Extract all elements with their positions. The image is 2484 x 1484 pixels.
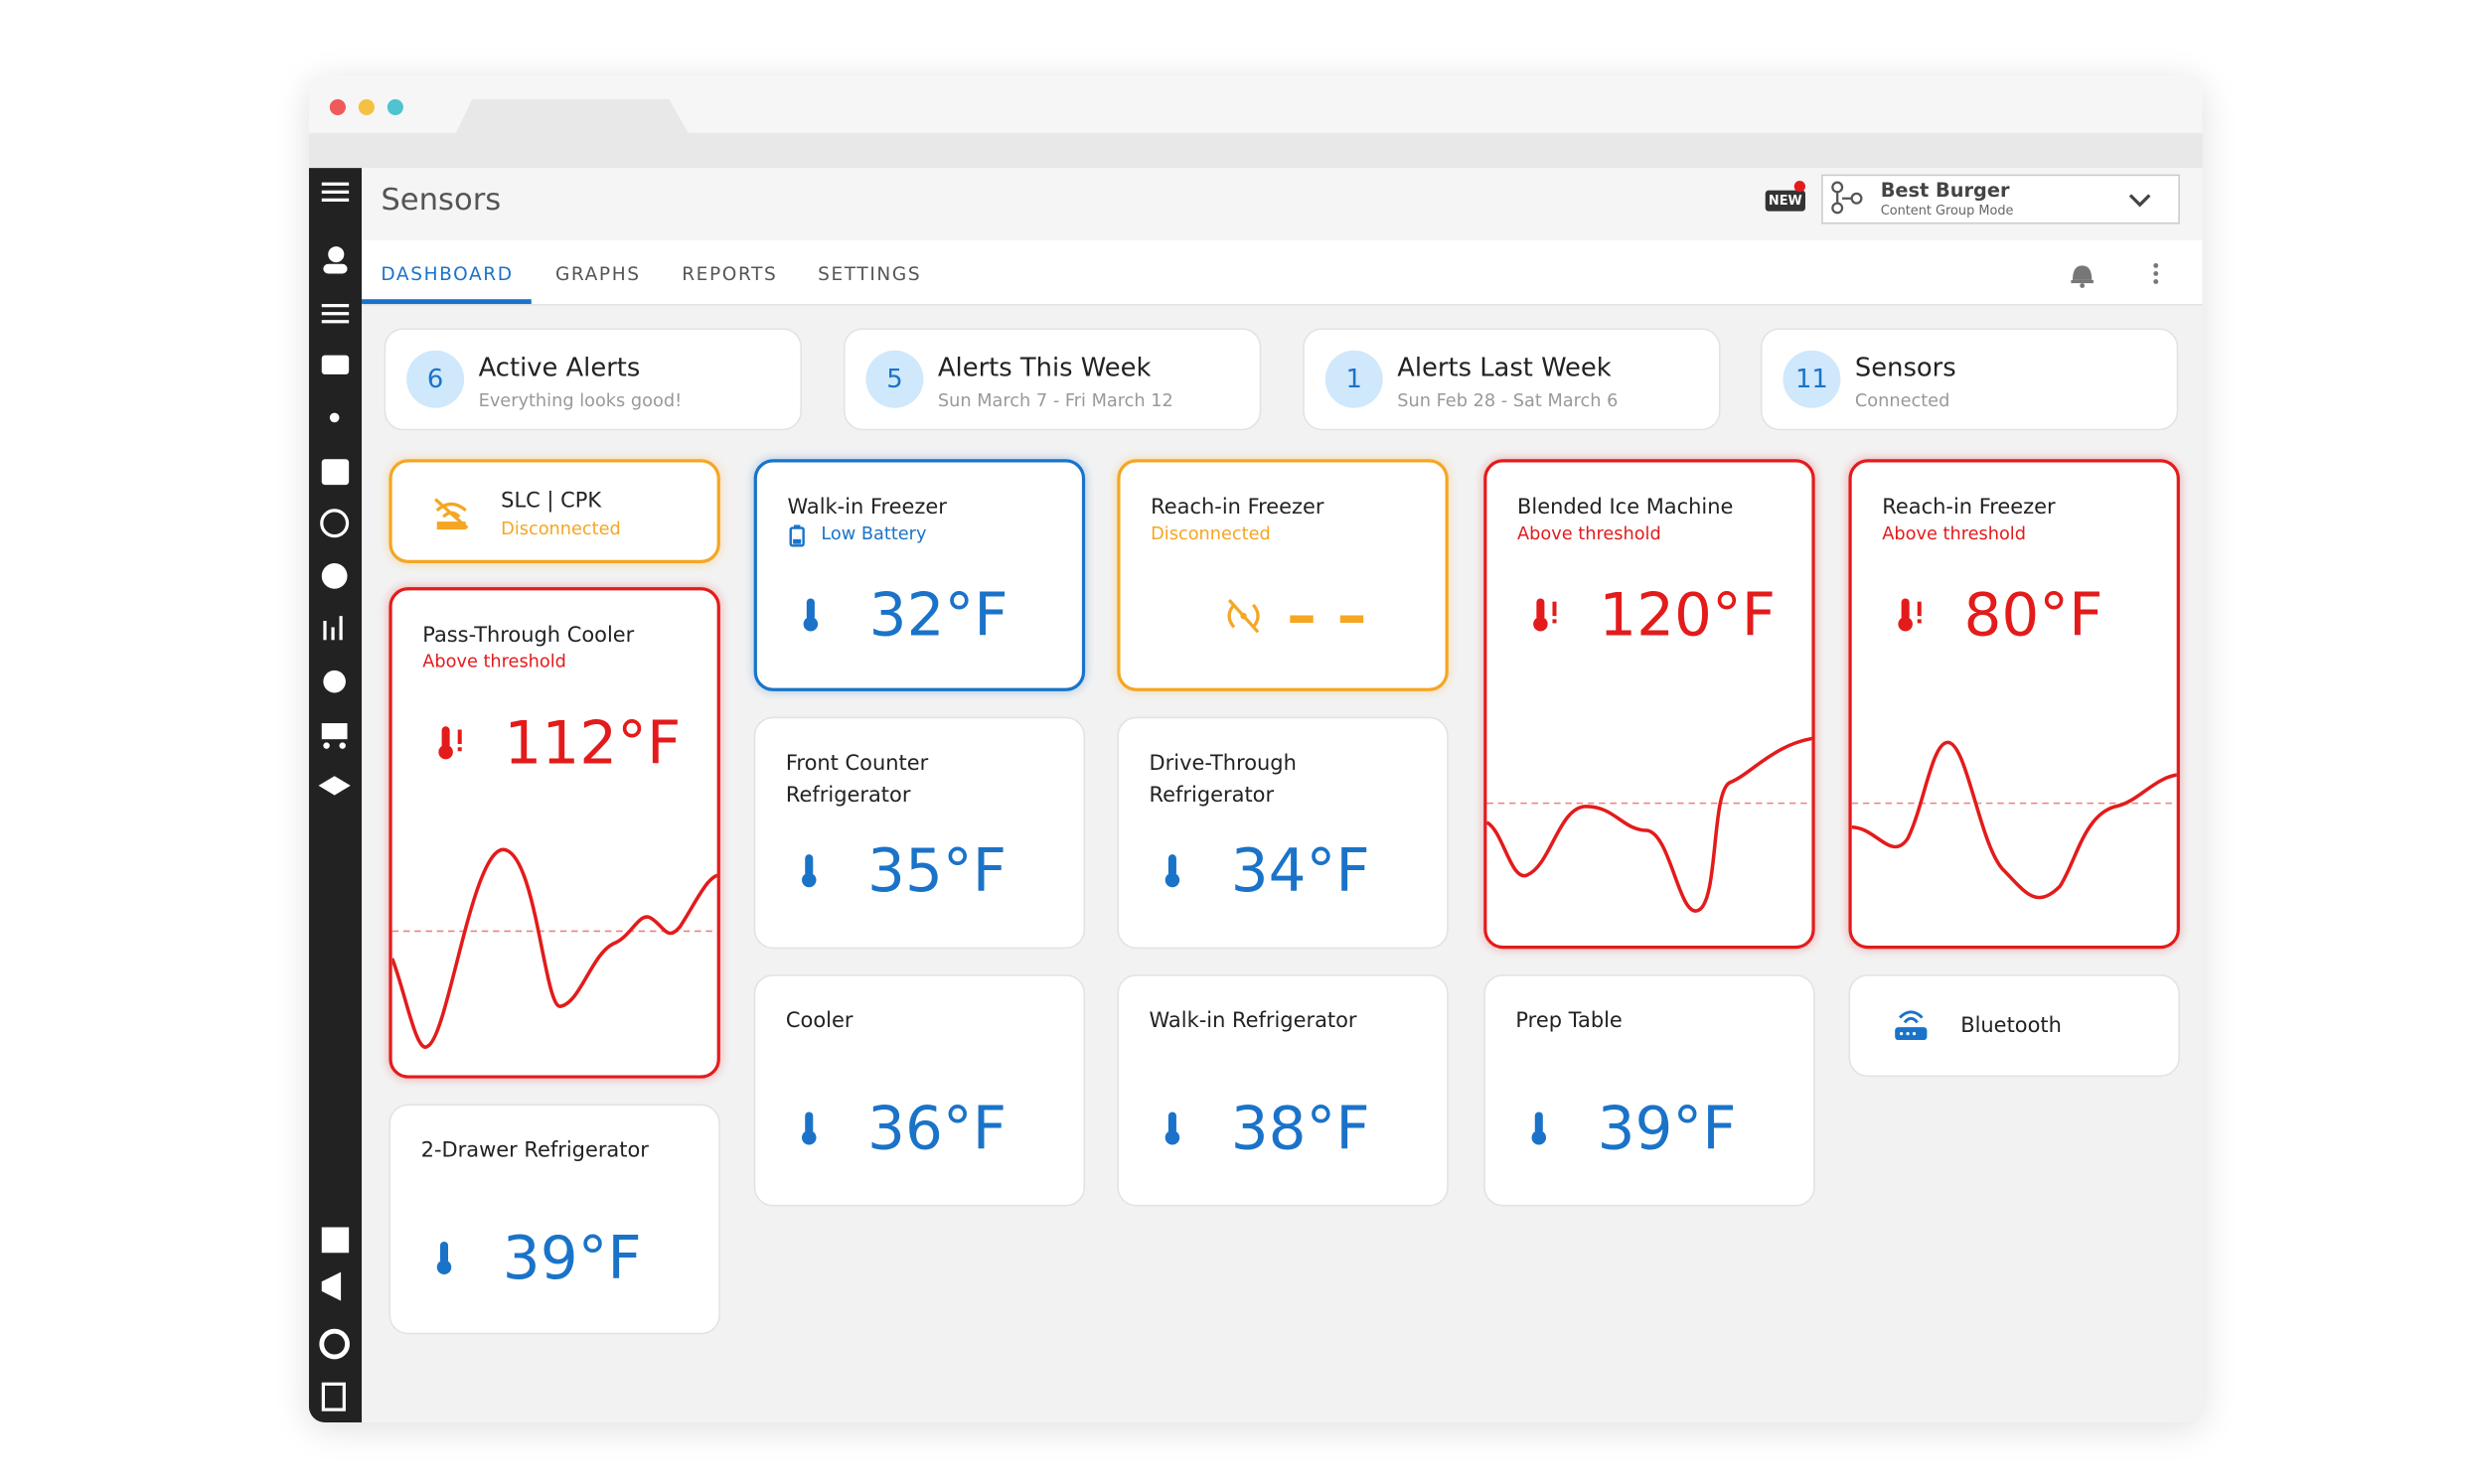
- browser-chrome: [308, 98, 2203, 169]
- wifi-off-icon: [434, 498, 469, 530]
- summary-title: Alerts This Week: [937, 352, 1152, 382]
- badge-dot: [1793, 181, 1805, 193]
- sensor-card[interactable]: Cooler 36°F: [753, 973, 1086, 1207]
- thermometer-icon: [802, 854, 817, 888]
- toolbar-icons: [2071, 262, 2159, 288]
- sensor-name: Walk-in Refrigerator: [1149, 1009, 1357, 1034]
- alert-thermometer-icon: [438, 726, 462, 760]
- sensor-temp: 32°F: [868, 580, 1009, 650]
- sensor-name: 2-Drawer Refrigerator: [420, 1138, 649, 1164]
- sensor-temp: 112°F: [504, 708, 682, 778]
- sensor-card[interactable]: Pass-Through Cooler Above threshold 112°F: [388, 587, 720, 1079]
- thermometer-icon: [436, 1241, 452, 1275]
- sensor-temp: 39°F: [1597, 1094, 1737, 1164]
- thermometer-icon: [803, 598, 819, 632]
- sensor-name: Bluetooth: [1960, 1014, 2062, 1039]
- thermometer-icon: [1164, 854, 1180, 888]
- sensor-name: Walk-in Freezer: [787, 496, 947, 520]
- sensor-temp: 36°F: [867, 1094, 1007, 1164]
- sensor-name: Front Counter Refrigerator: [785, 752, 929, 809]
- sensor-card[interactable]: SLC | CPK Disconnected: [388, 459, 720, 564]
- thermometer-icon: [1164, 1112, 1180, 1145]
- sensor-name: Reach-in Freezer: [1151, 496, 1324, 520]
- sensor-card[interactable]: Reach-in Freezer Disconnected – –: [1117, 459, 1449, 691]
- alert-thermometer-icon: [1533, 598, 1557, 632]
- battery-icon: [789, 524, 805, 547]
- router-icon: [1895, 1010, 1928, 1041]
- sparkline: [1851, 740, 2177, 900]
- sensor-name: Blended Ice Machine: [1517, 496, 1734, 520]
- sensor-status: Low Battery: [821, 522, 927, 544]
- summary-count: 6: [406, 350, 465, 408]
- account-name: Best Burger: [1880, 179, 2010, 202]
- sensor-card[interactable]: Front Counter Refrigerator 35°F: [753, 716, 1086, 950]
- summary-card: 6 Active Alerts Everything looks good!: [384, 328, 803, 431]
- tab-bar: [362, 239, 2203, 306]
- sensor-card[interactable]: Drive-Through Refrigerator 34°F: [1117, 716, 1449, 950]
- account-icon: [1831, 181, 1863, 215]
- summary-subtitle: Connected: [1854, 390, 1950, 411]
- sensor-status: Disconnected: [501, 518, 621, 539]
- sparkline: [391, 847, 717, 1049]
- sensor-card[interactable]: Bluetooth: [1848, 973, 2180, 1078]
- page-title: Sensors: [381, 182, 502, 219]
- sidebar: [308, 168, 363, 1423]
- sensor-card[interactable]: Prep Table 39°F: [1483, 973, 1815, 1207]
- summary-title: Active Alerts: [478, 352, 641, 382]
- sparkline: [1486, 736, 1812, 913]
- sensor-temp: 80°F: [1963, 580, 2103, 650]
- summary-card: 5 Alerts This Week Sun March 7 - Fri March…: [843, 328, 1262, 431]
- alert-thermometer-icon: [1898, 598, 1922, 632]
- sensor-temp: – –: [1287, 580, 1367, 650]
- sensor-card[interactable]: 2-Drawer Refrigerator 39°F: [388, 1104, 720, 1335]
- sensor-temp: 39°F: [502, 1224, 642, 1293]
- sensor-status: Disconnected: [1151, 522, 1271, 544]
- account-select[interactable]: [1821, 174, 2180, 224]
- chevron: [2128, 194, 2151, 208]
- sensor-card[interactable]: Reach-in Freezer Above threshold 80°F: [1848, 459, 2180, 950]
- sensor-card[interactable]: Walk-in Refrigerator 38°F: [1117, 973, 1449, 1207]
- summary-subtitle: Sun March 7 - Fri March 12: [937, 390, 1173, 411]
- sensor-name: SLC | CPK: [501, 489, 602, 515]
- sensor-status: Above threshold: [1517, 522, 1661, 544]
- thermometer-icon: [802, 1112, 817, 1145]
- sensor-name: Reach-in Freezer: [1882, 496, 2056, 520]
- sensor-name: Pass-Through Cooler: [422, 624, 635, 649]
- summary-count: 11: [1783, 350, 1841, 408]
- sensor-temp: 120°F: [1599, 580, 1777, 650]
- signal-off-icon: [1227, 598, 1260, 634]
- summary-title: Sensors: [1854, 352, 1956, 382]
- sensor-status: Above threshold: [1882, 522, 2026, 544]
- sensor-name: Cooler: [785, 1009, 854, 1034]
- sensor-card[interactable]: Walk-in Freezer Low Battery 32°F: [753, 459, 1086, 691]
- summary-title: Alerts Last Week: [1397, 352, 1612, 382]
- thermometer-icon: [1531, 1112, 1547, 1145]
- sensor-status: Above threshold: [422, 651, 566, 672]
- summary-subtitle: Everything looks good!: [478, 390, 683, 411]
- summary-card: 1 Alerts Last Week Sun Feb 28 - Sat March …: [1303, 328, 1721, 431]
- summary-count: 1: [1324, 350, 1383, 408]
- summary-card: 11 Sensors Connected: [1760, 328, 2179, 431]
- new-badge[interactable]: NEW: [1765, 190, 1805, 212]
- sensor-temp: 34°F: [1230, 836, 1370, 906]
- tab-underline: [362, 299, 532, 305]
- sidebar-icons: [318, 182, 351, 1411]
- tab[interactable]: GRAPHS: [554, 262, 641, 285]
- summary-subtitle: Sun Feb 28 - Sat March 6: [1397, 390, 1619, 411]
- sensor-temp: 38°F: [1230, 1094, 1370, 1164]
- sensor-card[interactable]: Blended Ice Machine Above threshold 120°F: [1483, 459, 1815, 950]
- tab[interactable]: DASHBOARD: [381, 262, 514, 285]
- account-mode: Content Group Mode: [1880, 203, 2014, 219]
- sensor-name: Prep Table: [1515, 1009, 1623, 1034]
- tab[interactable]: SETTINGS: [818, 262, 922, 285]
- sensor-name: Drive-Through Refrigerator: [1149, 752, 1297, 809]
- summary-count: 5: [865, 350, 924, 408]
- sensor-temp: 35°F: [867, 836, 1007, 906]
- tab[interactable]: REPORTS: [682, 262, 778, 285]
